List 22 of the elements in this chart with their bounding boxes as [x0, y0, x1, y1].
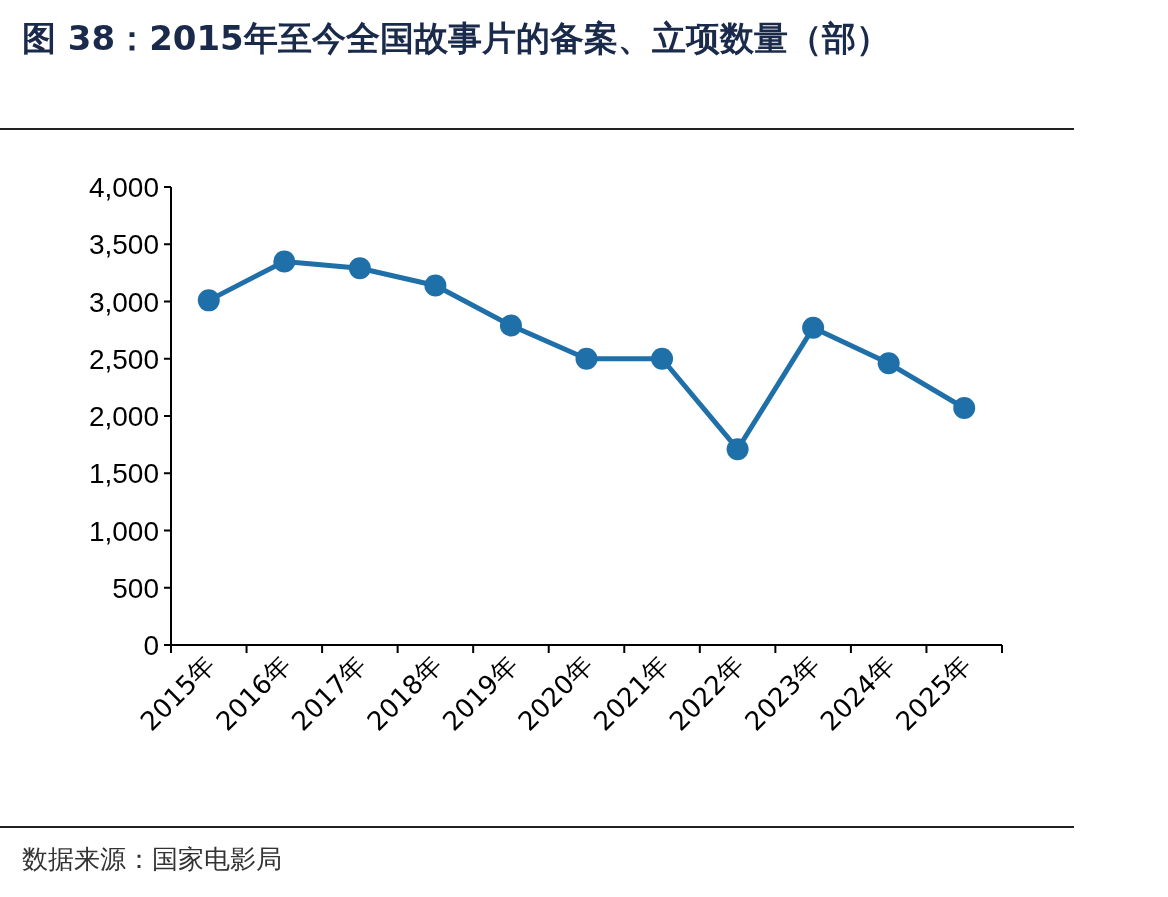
point	[197, 289, 220, 312]
chart-title: 图 38：2015年至今全国故事片的备案、立项数量（部）	[22, 17, 891, 60]
y-tick-label: 4,000	[88, 172, 159, 203]
point	[726, 438, 749, 461]
y-tick-label: 1,500	[88, 458, 159, 490]
point	[575, 347, 598, 370]
y-tick-label: 2,000	[88, 401, 159, 432]
point	[953, 396, 976, 419]
y-tick-label: 500	[112, 572, 159, 604]
point	[802, 316, 825, 339]
point	[499, 314, 522, 337]
point	[348, 257, 371, 280]
source-note: 数据来源：国家电影局	[22, 843, 282, 876]
y-tick-label: 2,500	[88, 343, 159, 375]
y-tick-label: 1,000	[88, 515, 159, 547]
point	[273, 250, 296, 273]
point	[651, 347, 674, 370]
y-tick-label: 3,500	[88, 229, 159, 261]
point	[877, 352, 900, 375]
y-tick-label: 0	[143, 630, 159, 661]
point	[424, 274, 447, 297]
y-tick-label: 3,000	[88, 286, 159, 318]
